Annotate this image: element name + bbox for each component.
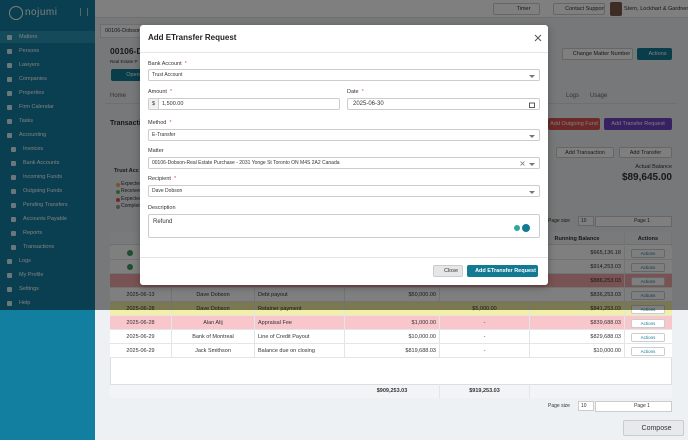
field-label: Bank Account * (148, 60, 308, 68)
select-bank-account[interactable]: Trust Account (148, 69, 540, 81)
clear-icon (520, 161, 525, 166)
table-cell: $829,688.03 (530, 330, 625, 344)
label-text: Bank Account (148, 61, 182, 67)
row-actions-button[interactable]: Actions (631, 346, 665, 356)
modal-footer-divider (140, 257, 548, 258)
editor-icons (514, 224, 530, 232)
required-mark: * (361, 89, 364, 95)
total-cell: $919,253.03 (440, 384, 530, 398)
table-cell: $10,000.00 (530, 344, 625, 358)
submit-button[interactable]: Add ETransfer Request (467, 265, 538, 277)
required-mark: * (184, 61, 187, 67)
page-size-select[interactable]: 10 (578, 401, 594, 411)
required-mark: * (169, 120, 172, 126)
field-label: Description (148, 204, 308, 212)
table-row (110, 344, 672, 358)
label-text: Matter (148, 148, 164, 154)
amount-prefix: $ (149, 99, 159, 109)
label-text: Recipient (148, 176, 171, 182)
table-cell: - (440, 344, 530, 358)
row-actions-button[interactable]: Actions (631, 332, 665, 342)
select-value: E-Transfer (152, 132, 176, 138)
select-value: 00106-Dobson-Real Estate Purchase - 2031… (152, 160, 340, 166)
select-recipient[interactable]: Dave Dobson (148, 185, 540, 197)
total-cell: $909,253.03 (345, 384, 440, 398)
compose-button[interactable]: Compose (623, 420, 684, 436)
row-actions-button[interactable]: Actions (631, 318, 665, 328)
field-label: Method * (148, 119, 308, 127)
select-matter[interactable]: 00106-Dobson-Real Estate Purchase - 2031… (148, 157, 540, 169)
table-row (110, 316, 672, 330)
label-text: Method (148, 120, 167, 126)
table-cell: 2025-06-29 (110, 344, 172, 358)
table-cell: 2025-06-28 (110, 316, 172, 330)
label-text: Description (148, 205, 176, 211)
amount-value: 1,500.00 (162, 101, 184, 107)
totals-row (110, 384, 672, 398)
table-cell: - (440, 330, 530, 344)
modal-close[interactable] (534, 34, 542, 42)
modal: Add ETransfer Request Bank Account * Trust … (140, 25, 548, 285)
chevron (529, 74, 535, 78)
table-cell: $819,688.03 (345, 344, 440, 358)
label-text: Date (347, 89, 359, 95)
table-cell: Alan Alij (172, 316, 255, 330)
date-value: 2025-06-30 (353, 101, 384, 107)
required-mark: * (169, 89, 173, 95)
description-textarea[interactable]: Refund (148, 214, 540, 238)
table-cell: $1,000.00 (345, 316, 440, 330)
table-cell: 2025-06-29 (110, 330, 172, 344)
page-label: Page 1 (634, 403, 650, 409)
table-cell: $10,000.00 (345, 330, 440, 344)
table-cell: - (440, 316, 530, 330)
calendar-icon (529, 102, 535, 108)
table-cell: Bank of Montreal (172, 330, 255, 344)
select-value: Trust Account (152, 72, 183, 78)
date-input[interactable]: 2025-06-30 (347, 98, 540, 110)
chevron (529, 162, 535, 166)
field-label: Recipient * (148, 175, 308, 183)
table-cell: Jack Smithson (172, 344, 255, 358)
modal-divider (140, 52, 548, 53)
page-size-label: Page size (548, 403, 570, 409)
label-text: Amount (148, 89, 167, 95)
chevron (529, 134, 535, 138)
amount-input[interactable]: $1,500.00 (148, 98, 340, 110)
table-cell: Appraisal Fee (255, 316, 345, 330)
table-cell: Balance due on closing (255, 344, 345, 358)
pagination (595, 401, 672, 412)
chevron (529, 190, 535, 194)
table-row (110, 330, 672, 344)
field-label: Matter (148, 147, 308, 155)
field-label: Amount * (148, 88, 308, 96)
required-mark: * (173, 176, 177, 182)
table-cell: $839,688.03 (530, 316, 625, 330)
close-button[interactable]: Close (433, 265, 463, 277)
modal-title: Add ETransfer Request (148, 33, 237, 42)
description-value: Refund (153, 219, 173, 225)
field-label: Date * (347, 88, 507, 96)
table-cell: Line of Credit Payout (255, 330, 345, 344)
close-icon (534, 34, 542, 42)
select-method[interactable]: E-Transfer (148, 129, 540, 141)
select-value: Dave Dobson (152, 188, 183, 194)
